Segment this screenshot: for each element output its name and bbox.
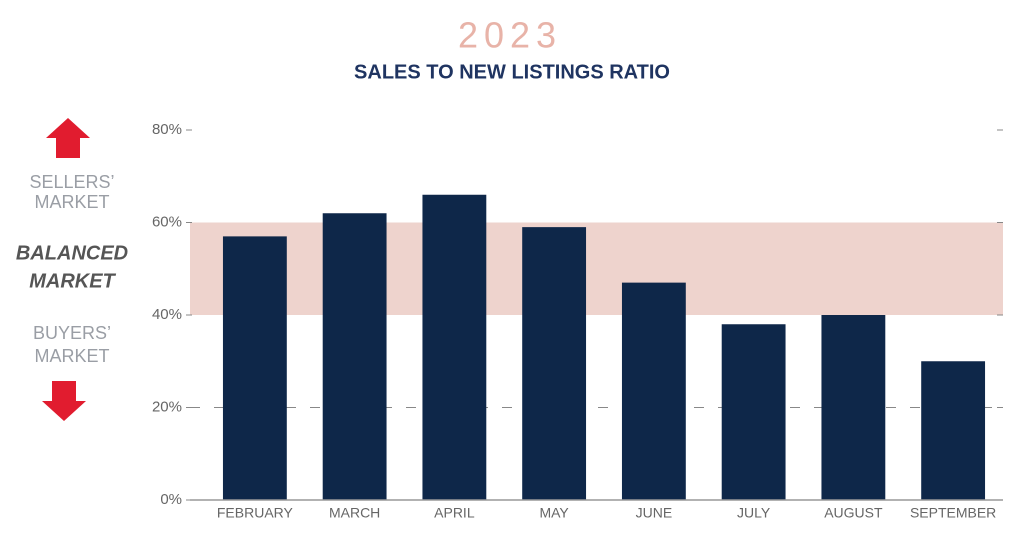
y-tick-label: 40% [152, 306, 182, 323]
chart-title: 2023 [458, 15, 562, 56]
balanced-band [190, 222, 1003, 315]
buyers-label: MARKET [34, 346, 109, 366]
sellers-label: MARKET [34, 192, 109, 212]
x-tick-label: MARCH [329, 505, 380, 521]
bar [821, 315, 886, 500]
y-tick-label: 80% [152, 121, 182, 138]
bar [422, 194, 487, 500]
balanced-label: MARKET [29, 270, 116, 292]
x-tick-label: JUNE [636, 505, 673, 521]
bar [222, 236, 287, 500]
bar [721, 324, 786, 500]
x-tick-label: SEPTEMBER [910, 505, 996, 521]
bar [522, 227, 587, 500]
y-tick-label: 0% [160, 491, 182, 508]
bar [621, 282, 686, 500]
x-tick-label: JULY [737, 505, 771, 521]
y-tick-label: 20% [152, 398, 182, 415]
balanced-label: BALANCED [16, 242, 128, 264]
x-tick-label: AUGUST [824, 505, 883, 521]
buyers-label: BUYERS’ [33, 323, 111, 343]
down-arrow [42, 381, 86, 421]
bar [322, 213, 387, 500]
bar [921, 361, 986, 500]
x-tick-label: FEBRUARY [217, 505, 294, 521]
x-tick-label: APRIL [434, 505, 475, 521]
chart-subtitle: SALES TO NEW LISTINGS RATIO [354, 61, 670, 83]
y-tick-label: 60% [152, 213, 182, 230]
sellers-label: SELLERS’ [29, 172, 114, 192]
up-arrow [46, 118, 90, 158]
x-tick-label: MAY [539, 505, 569, 521]
